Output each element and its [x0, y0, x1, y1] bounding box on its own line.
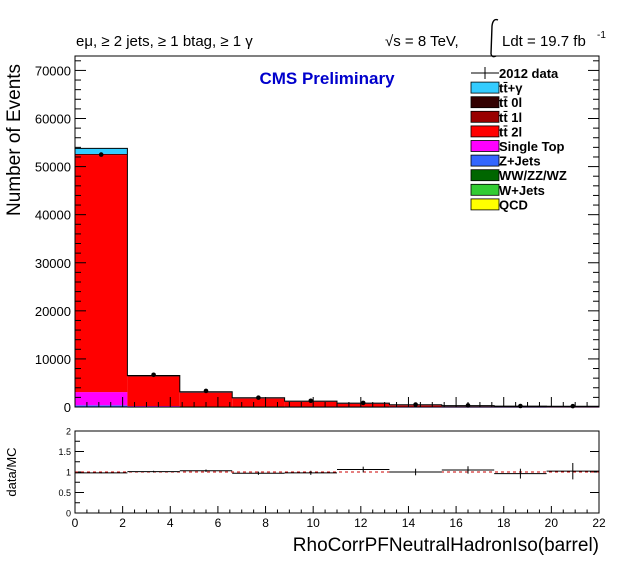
- x-tick-label: 4: [167, 516, 174, 530]
- data-point-3: [256, 395, 261, 400]
- legend-label-z-jets: Z+Jets: [499, 154, 541, 169]
- stack-bar-tt-2l-bin-3: [232, 397, 285, 407]
- y-tick-label: 30000: [35, 256, 71, 271]
- stack-bar-tt-2l-bin-4: [284, 401, 337, 407]
- legend-swatch-w-jets: [470, 183, 500, 196]
- legend-label-tt-0l: tt̄ 0l: [499, 95, 522, 110]
- legend-swatch-z-jets: [470, 154, 500, 167]
- x-tick-label: 8: [262, 516, 269, 530]
- legend-swatch-tt-0l: [470, 96, 500, 109]
- legend-label-w-jets: W+Jets: [499, 183, 545, 198]
- legend-swatch-tt-2l: [470, 125, 500, 138]
- ratio-plot: 00.511.520 2 4 6 8 10 12 14 16 18 20 22: [58, 427, 606, 531]
- legend-label-qcd: QCD: [499, 197, 528, 212]
- x-tick-label: 10: [307, 516, 321, 530]
- legend-swatch-ww-zz-wz: [470, 169, 500, 182]
- legend-swatch-single-top: [470, 140, 500, 152]
- main-y-axis-label: Number of Events: [4, 64, 25, 216]
- y-tick-label: 0: [64, 400, 71, 415]
- cms-preliminary-label: CMS Preliminary: [259, 69, 395, 88]
- ratio-y-tick-label: 0.5: [58, 488, 71, 498]
- data-point-1: [151, 372, 156, 378]
- main-frame: [74, 55, 600, 408]
- x-tick-label: 2: [119, 516, 126, 530]
- data-point-4: [308, 398, 314, 404]
- ratio-y-tick-label: 1.5: [58, 447, 71, 457]
- y-tick-label: 70000: [35, 63, 71, 78]
- legend-swatch-tt-1l: [470, 110, 500, 123]
- data-point-0: [98, 152, 104, 157]
- legend-label-tt-: tt̄+γ: [499, 81, 523, 96]
- y-tick-label: 40000: [35, 208, 71, 223]
- stack-bar-tt-2l-bin-2: [179, 392, 233, 407]
- stack-bar-tt-2l-bin-0: [75, 155, 128, 393]
- stack-bar-single-top-bin-1: [127, 406, 180, 407]
- data-point-8: [518, 403, 523, 409]
- y-tick-label: 60000: [35, 112, 71, 127]
- selection-label: eμ, ≥ 2 jets, ≥ 1 btag, ≥ 1 γ: [76, 33, 253, 50]
- y-tick-label: 20000: [35, 304, 71, 319]
- x-tick-label: 14: [402, 516, 416, 530]
- x-tick-label: 0: [72, 516, 79, 530]
- ratio-y-tick-label: 2: [66, 427, 71, 437]
- ratio-y-tick-label: 0: [66, 509, 71, 519]
- legend-swatch-qcd: [470, 198, 500, 211]
- ratio-frame: [74, 430, 600, 514]
- y-tick-label: 50000: [35, 160, 71, 175]
- legend-swatch-tt-: [470, 81, 500, 94]
- data-point-2: [203, 388, 209, 394]
- x-tick-label: 18: [497, 516, 511, 530]
- ratio-y-axis-label: data/MC: [4, 447, 19, 496]
- integral-sign-icon: [490, 18, 499, 58]
- stack-bar-single-top-bin-0: [75, 392, 128, 406]
- legend-label-tt-1l: tt̄ 1l: [499, 110, 522, 125]
- legend-label-tt-2l: tt̄ 2l: [499, 124, 522, 139]
- stack-bar-tt--bin-0: [75, 148, 128, 154]
- x-tick-label: 20: [545, 516, 559, 530]
- x-axis-label: RhoCorrPFNeutralHadronIso(barrel): [293, 535, 599, 556]
- x-tick-label: 12: [354, 516, 368, 530]
- x-tick-label: 22: [592, 516, 606, 530]
- energy-label: √s = 8 TeV,: [385, 33, 459, 50]
- y-tick-label: 10000: [35, 352, 71, 367]
- legend-label-2012-data: 2012 data: [499, 66, 559, 81]
- data-point-6: [413, 402, 418, 407]
- stack-bar-tt-2l-bin-1: [127, 375, 180, 407]
- legend-label-single-top: Single Top: [499, 139, 565, 154]
- lumi-exponent: -1: [597, 30, 606, 41]
- x-tick-label: 6: [215, 516, 222, 530]
- ratio-y-tick-label: 1: [66, 468, 71, 478]
- legend-label-ww-zz-wz: WW/ZZ/WZ: [499, 168, 567, 183]
- stack-bar-z-jets-bin-0: [75, 405, 128, 407]
- data-point-5: [360, 400, 366, 406]
- lumi-label: Ldt = 19.7 fb: [502, 33, 586, 50]
- data-point-9: [570, 403, 576, 409]
- x-tick-label: 16: [449, 516, 463, 530]
